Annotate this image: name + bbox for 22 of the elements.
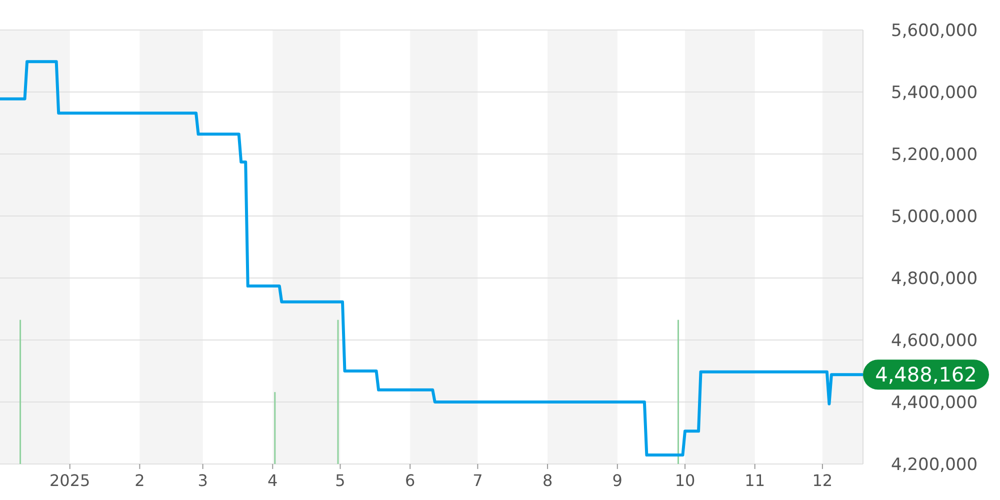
y-tick-label: 4,200,000 [891, 454, 978, 475]
x-tick-label: 3 [198, 471, 208, 490]
x-tick-label: 8 [542, 471, 553, 490]
y-tick-label: 5,200,000 [891, 144, 978, 165]
line-series [0, 60, 864, 457]
x-tick-label: 9 [612, 471, 622, 490]
annotation: 4,488,162 [875, 362, 977, 387]
x-tick-label: 11 [744, 471, 766, 490]
x-tick-label: 7 [472, 471, 483, 490]
y-tick-label: 5,000,000 [891, 206, 978, 227]
x-tick-label: 5 [335, 471, 346, 490]
x-tick-label: 2025 [49, 471, 90, 490]
y-tick-label: 4,600,000 [891, 330, 978, 351]
y-tick-label: 4,400,000 [891, 392, 978, 413]
x-tick-label: 4 [268, 471, 278, 490]
x-tick-label: 12 [812, 471, 833, 490]
x-tick-label: 6 [405, 471, 416, 490]
y-tick-label: 4,800,000 [891, 268, 978, 289]
y-tick-label: 5,600,000 [891, 20, 978, 41]
x-tick-label: 2 [134, 471, 145, 490]
x-tick-label: 10 [674, 471, 696, 490]
y-tick-label: 5,400,000 [891, 82, 978, 103]
